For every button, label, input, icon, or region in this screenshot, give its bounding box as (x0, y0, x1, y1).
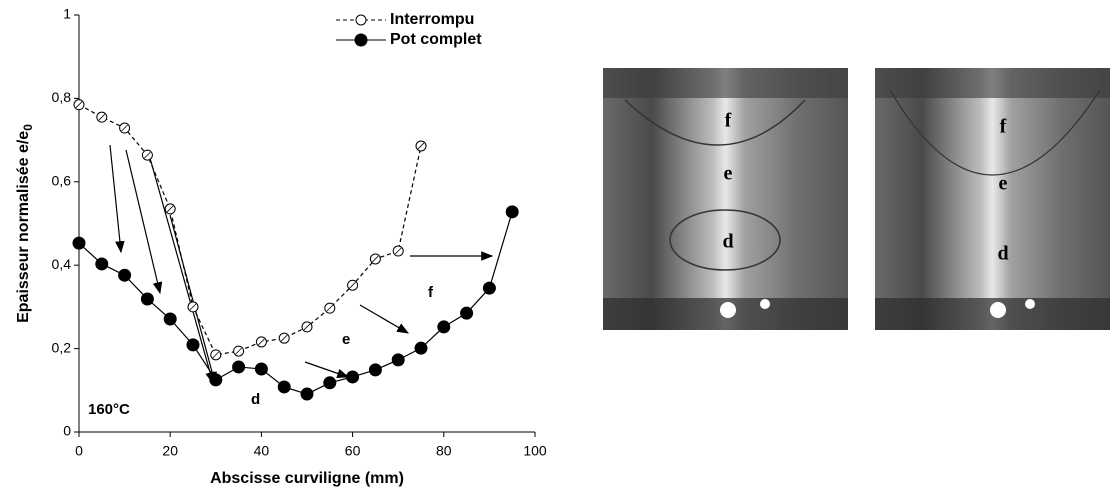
legend-marker (355, 14, 367, 26)
data-point (163, 312, 177, 326)
data-point (186, 338, 200, 352)
x-tick-label: 20 (162, 443, 178, 459)
photo-2 (875, 68, 1110, 330)
arrows (109, 144, 494, 385)
data-point (323, 376, 337, 390)
data-point (140, 292, 154, 306)
data-point (232, 360, 246, 374)
data-point (391, 353, 405, 367)
x-tick-label: 100 (523, 443, 547, 459)
data-point (368, 363, 382, 377)
marker-slash (75, 101, 83, 108)
data-point (209, 373, 223, 387)
marker-slash (189, 303, 197, 311)
marker-slash (372, 255, 379, 263)
marker-slash (144, 151, 151, 159)
photo-label: e (999, 173, 1008, 195)
y-tick-label: 0,6 (52, 173, 72, 189)
data-point (300, 387, 314, 401)
annotation: e (342, 331, 350, 348)
photo-label: e (724, 163, 733, 185)
marker-slash (212, 351, 220, 359)
data-point (277, 380, 291, 394)
data-point (482, 281, 496, 295)
data-point (460, 306, 474, 320)
marker-slash (394, 247, 402, 255)
marker-slash (121, 124, 128, 132)
x-axis-label: Abscisse curviligne (mm) (210, 470, 404, 487)
photo-label: d (722, 231, 733, 253)
marker-slash (326, 304, 334, 312)
x-tick-label: 80 (436, 443, 452, 459)
y-tick-label: 0,4 (52, 256, 72, 272)
annotation: f (428, 284, 434, 301)
x-tick-label: 0 (75, 443, 83, 459)
marker-slash (235, 347, 242, 355)
marker-slash (98, 113, 106, 121)
photo-1 (603, 68, 848, 330)
marker-slash (166, 205, 174, 213)
y-tick-label: 0 (63, 423, 71, 439)
marker-slash (258, 338, 265, 346)
series-line (78, 104, 422, 356)
photo-label: d (997, 243, 1008, 265)
marker-slash (280, 334, 288, 342)
annotation: d (251, 391, 260, 408)
data-point (414, 341, 428, 355)
marker-slash (349, 281, 356, 289)
y-tick-label: 1 (63, 6, 71, 22)
annotation: 160°C (88, 401, 130, 418)
legend-label: Interrompu (390, 11, 474, 28)
data-point (72, 236, 86, 250)
photo-label: f (725, 110, 732, 132)
legend-label: Pot complet (390, 31, 482, 48)
data-point (505, 205, 519, 219)
data-point (437, 320, 451, 334)
y-axis-label-sub: 0 (21, 124, 35, 131)
y-tick-label: 0,2 (52, 339, 72, 355)
y-tick-label: 0,8 (52, 89, 72, 105)
data-point (95, 257, 109, 271)
x-tick-label: 40 (254, 443, 270, 459)
y-axis-label: Epaisseur normalisée e/e0 (15, 124, 35, 323)
legend-marker (354, 33, 368, 47)
marker-slash (303, 323, 311, 331)
data-point (118, 268, 132, 282)
marker-slash (417, 142, 425, 150)
x-tick-label: 60 (345, 443, 361, 459)
photo-label: f (1000, 116, 1007, 138)
data-point (254, 362, 268, 376)
y-axis-label-main: Epaisseur normalisée e/e (15, 131, 32, 323)
data-point (346, 370, 360, 384)
